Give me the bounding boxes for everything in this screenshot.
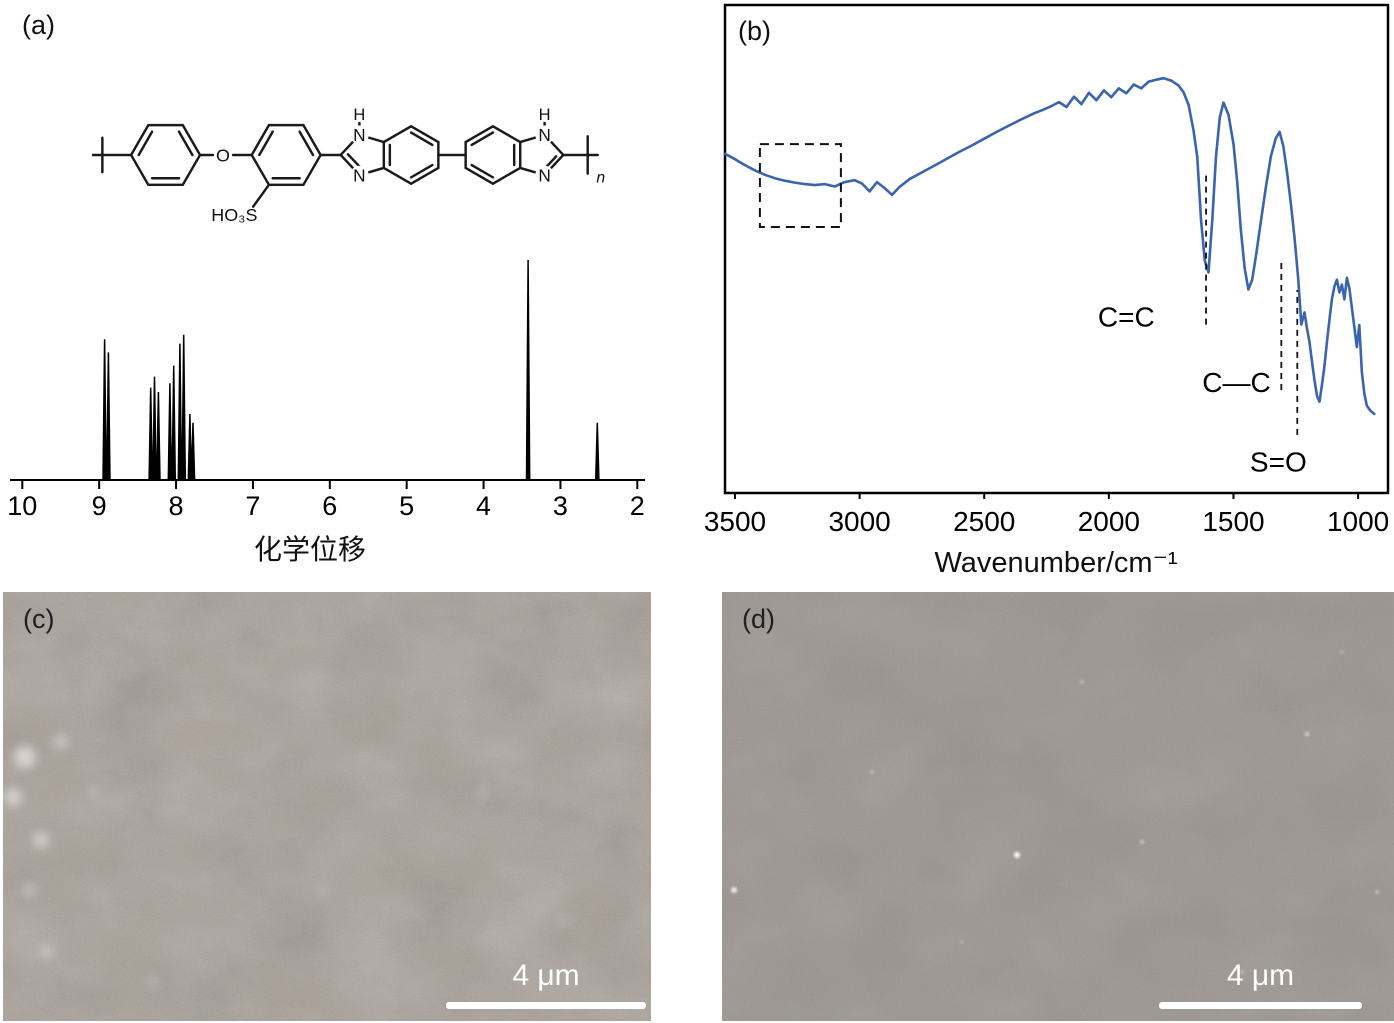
nmr-tick-label: 10 (7, 491, 37, 521)
nmr-tick-label: 5 (399, 491, 414, 521)
sulfonic-acid-label: HO₃S (211, 205, 257, 225)
polymer-structure-drawing: O HO₃S H H N N N N n (92, 106, 605, 225)
structure-bonds (92, 121, 599, 208)
sem-c-bright-patches (4, 707, 568, 988)
ether-oxygen-label: O (216, 145, 230, 165)
panel-c-label: (c) (23, 604, 55, 634)
ftir-annotation-label: S=O (1250, 447, 1307, 478)
panel-d-sem-image: (d) 4 μm (722, 592, 1394, 1021)
sem-micrograph-d (722, 592, 1394, 1021)
nmr-tick-label: 7 (245, 491, 260, 521)
imidazole-n-label-3: N (538, 125, 550, 145)
imidazole-n-label-1: N (353, 125, 365, 145)
atom-labels: O HO₃S H H N N N N n (211, 106, 605, 225)
ftir-tick-label: 3500 (704, 506, 766, 537)
ftir-tick-label: 2000 (1078, 506, 1140, 537)
panel-a-nmr: (a) (0, 0, 670, 588)
panel-a-label: (a) (22, 10, 55, 40)
nmr-peaks (102, 259, 600, 481)
ftir-x-axis-label: Wavenumber/cm⁻¹ (934, 547, 1177, 579)
atom-label-masks (350, 106, 554, 185)
nmr-spectrum-plot: 10 9 8 7 6 5 4 3 2 (7, 259, 645, 521)
ftir-dashed-box (758, 143, 842, 229)
scale-bar-group-c: 4 μm (446, 959, 646, 1009)
ftir-annotation-label: C—C (1202, 367, 1270, 398)
nmr-tick-label: 8 (169, 491, 184, 521)
panel-b-ftir: Wavenumber/cm⁻¹ C=C C—C S=O 3500 3000 2500 200… (700, 0, 1394, 588)
imidazole-n-label-4: N (538, 165, 550, 185)
sem-c-grain (3, 592, 651, 1021)
ftir-annotation-label: C=C (1098, 301, 1155, 332)
ftir-tick-label: 2500 (953, 506, 1015, 537)
scale-bar-group-d: 4 μm (1159, 959, 1362, 1009)
imidazole-n-label-2: N (353, 165, 365, 185)
ftir-curve (723, 76, 1376, 416)
nmr-tick-label: 9 (92, 491, 107, 521)
sem-d-bright-specks (731, 650, 1379, 974)
nmr-tick-label: 2 (630, 491, 645, 521)
scale-bar-label-c: 4 μm (512, 959, 580, 992)
ftir-tick-label: 3000 (828, 506, 890, 537)
sem-d-grain (722, 592, 1394, 1021)
scale-bar-d (1159, 1002, 1362, 1009)
ftir-plot-frame (723, 3, 1390, 495)
sem-micrograph-c (3, 592, 651, 1021)
nmr-tick-label: 4 (476, 491, 491, 521)
nh-hydrogen-label-2: H (539, 106, 551, 124)
scale-bar-label-d: 4 μm (1226, 959, 1295, 992)
nmr-tick-label: 3 (553, 491, 568, 521)
panel-c-sem-image: (c) 4 μm (3, 592, 651, 1021)
nmr-tick-label: 6 (322, 491, 337, 521)
ftir-tick-label: 1000 (1327, 506, 1389, 537)
nh-hydrogen-label-1: H (353, 106, 365, 124)
panel-b-label: (b) (738, 16, 771, 46)
repeat-unit-subscript: n (596, 169, 605, 186)
scale-bar-c (446, 1002, 646, 1009)
ftir-spectrum-plot: Wavenumber/cm⁻¹ C=C C—C S=O 3500 3000 2500 200… (704, 3, 1390, 579)
ftir-tick-label: 1500 (1202, 506, 1264, 537)
panel-d-label: (d) (742, 604, 775, 634)
nmr-x-axis-label: 化学位移 (253, 534, 366, 565)
